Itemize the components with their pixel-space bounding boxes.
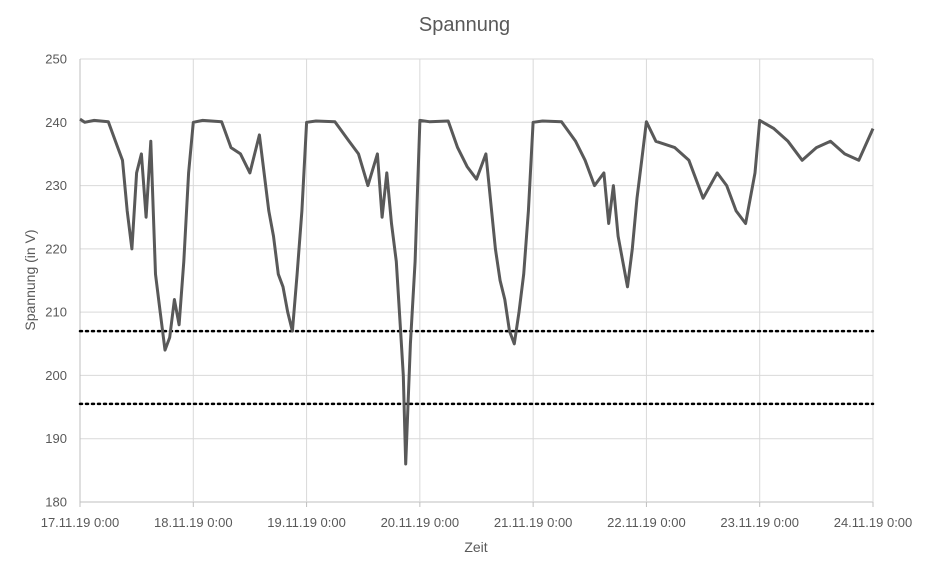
x-tick-label: 18.11.19 0:00 xyxy=(154,515,233,530)
y-axis-ticks: 180 190 200 210 220 230 240 250 xyxy=(45,52,67,510)
gridlines xyxy=(79,58,874,507)
reference-lines xyxy=(78,329,875,406)
x-axis-ticks: 17.11.19 0:00 18.11.19 0:00 19.11.19 0:00 2… xyxy=(41,515,913,530)
x-tick-label: 21.11.19 0:00 xyxy=(494,515,573,530)
x-tick-label: 17.11.19 0:00 xyxy=(41,515,120,530)
y-tick-label: 240 xyxy=(45,115,67,130)
y-tick-label: 210 xyxy=(45,305,67,320)
series-layer xyxy=(79,117,875,466)
y-tick-label: 220 xyxy=(45,241,67,256)
y-tick-label: 190 xyxy=(45,431,67,446)
x-tick-label: 20.11.19 0:00 xyxy=(381,515,460,530)
y-tick-label: 200 xyxy=(45,368,67,383)
x-tick-label: 24.11.19 0:00 xyxy=(834,515,913,530)
y-tick-label: 230 xyxy=(45,178,67,193)
x-tick-label: 22.11.19 0:00 xyxy=(607,515,686,530)
y-axis-label: Spannung (in V) xyxy=(22,229,38,330)
x-axis-label: Zeit xyxy=(464,539,487,555)
y-tick-label: 250 xyxy=(45,52,67,67)
x-tick-label: 23.11.19 0:00 xyxy=(720,515,799,530)
chart-title: Spannung xyxy=(419,14,510,36)
y-tick-label: 180 xyxy=(45,495,67,510)
voltage-series-line xyxy=(79,117,875,466)
x-tick-label: 19.11.19 0:00 xyxy=(267,515,346,530)
